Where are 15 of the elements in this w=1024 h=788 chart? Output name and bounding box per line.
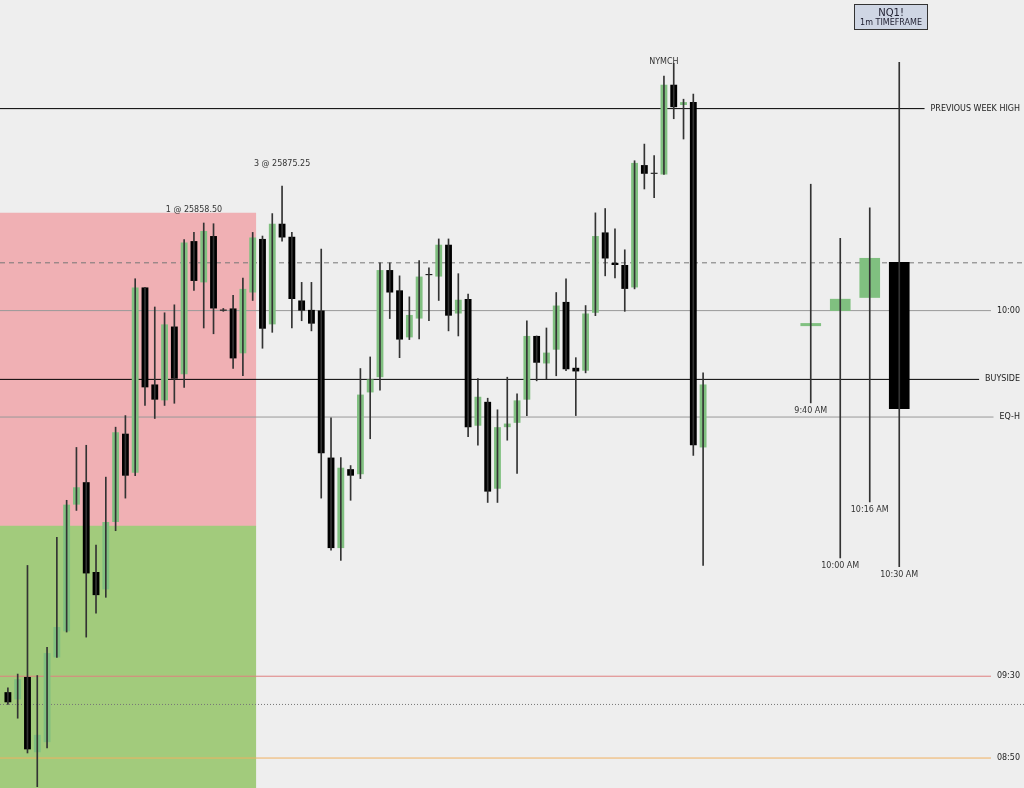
annotation: 10:00 AM [821, 560, 860, 570]
annotation: NYMCH [649, 57, 679, 67]
chart-subtitle: 1m TIMEFRAME [860, 18, 922, 27]
annotation: 1 @ 25858.50 [165, 205, 223, 215]
chart-title: NQ1! [877, 7, 904, 18]
ref-line-label: BUYSIDE [985, 374, 1020, 384]
ref-line-label: EQ-H [999, 412, 1020, 422]
annotation: 10:00 [996, 305, 1020, 315]
annotation: 3 @ 25875.25 [253, 159, 311, 169]
annotation: 9:40 AM [794, 405, 828, 415]
annotation: 08:50 [996, 753, 1020, 763]
annotation: 10:16 AM [850, 504, 889, 514]
ref-line-label: PREVIOUS WEEK HIGH [930, 103, 1020, 113]
annotation: 09:30 [996, 671, 1020, 681]
text: 10:30 AM [880, 570, 919, 580]
